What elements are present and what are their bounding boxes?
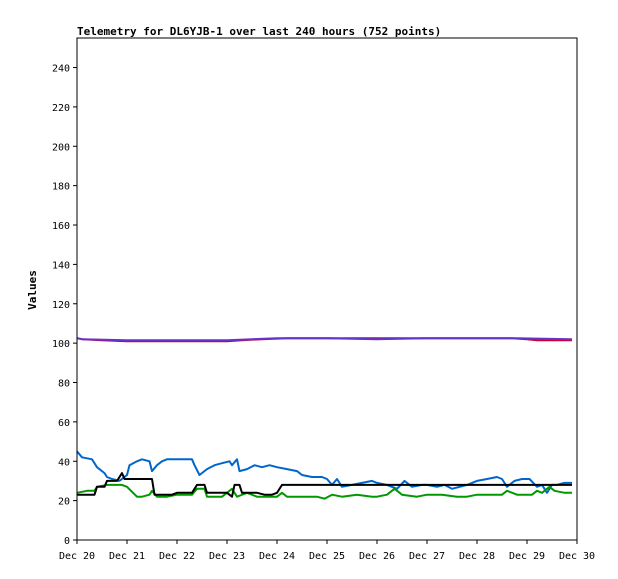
- y-tick-label: 0: [64, 536, 70, 547]
- x-tick-label: Dec 22: [159, 551, 195, 562]
- y-axis-label: Values: [26, 270, 39, 310]
- y-axis: 0 20 40 60 80 100 120 140 160 180 200 220 240: [52, 64, 77, 547]
- x-tick-label: Dec 20: [59, 551, 95, 562]
- series-layer: [76, 337, 573, 500]
- x-tick-label: Dec 27: [409, 551, 445, 562]
- series-line-5: [77, 472, 572, 498]
- y-tick-label: 120: [52, 300, 70, 311]
- y-tick-label: 200: [52, 142, 70, 153]
- y-tick-label: 60: [58, 418, 70, 429]
- x-tick-label: Dec 28: [459, 551, 495, 562]
- y-tick-label: 20: [58, 497, 70, 508]
- y-tick-label: 140: [52, 260, 70, 271]
- y-tick-label: 180: [52, 182, 70, 193]
- series-line-2: [76, 337, 573, 342]
- y-tick-label: 160: [52, 221, 70, 232]
- y-tick-label: 220: [52, 103, 70, 114]
- plot-frame: [76, 37, 578, 541]
- x-tick-label: Dec 24: [259, 551, 295, 562]
- y-tick-label: 240: [52, 64, 70, 75]
- series-line-4: [76, 483, 572, 500]
- chart-title: Telemetry for DL6YJB-1 over last 240 hou…: [77, 25, 441, 38]
- x-tick-label: Dec 25: [309, 551, 345, 562]
- y-tick-label: 40: [58, 457, 70, 468]
- x-tick-label: Dec 30: [559, 551, 595, 562]
- y-tick-label: 100: [52, 339, 70, 350]
- x-tick-label: Dec 29: [509, 551, 545, 562]
- series-line-3: [76, 450, 572, 494]
- x-axis: Dec 20 Dec 21 Dec 22 Dec 23 Dec 24 Dec 25 Dec …: [59, 540, 595, 562]
- y-tick-label: 80: [58, 379, 70, 390]
- x-tick-label: Dec 23: [209, 551, 245, 562]
- x-tick-label: Dec 26: [359, 551, 395, 562]
- x-tick-label: Dec 21: [109, 551, 145, 562]
